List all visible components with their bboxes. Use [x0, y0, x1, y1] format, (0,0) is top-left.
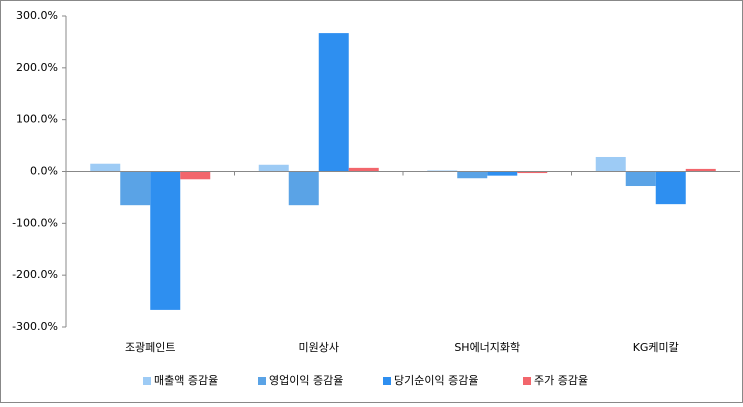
legend-label: 주가 증감율 — [534, 374, 588, 387]
bar — [517, 171, 548, 174]
legend-label: 매출액 증감율 — [154, 374, 218, 387]
y-tick-label: 300.0% — [16, 9, 58, 22]
y-tick-label: -200.0% — [12, 268, 58, 281]
y-tick-label: 100.0% — [16, 113, 58, 126]
x-tick-label: SH에너지화학 — [454, 341, 520, 354]
x-tick-label: 조광페인트 — [125, 341, 176, 354]
bar — [427, 170, 458, 172]
y-tick-label: 200.0% — [16, 61, 58, 74]
bar — [258, 164, 289, 172]
legend-swatch — [523, 377, 531, 385]
bar — [625, 171, 656, 187]
y-tick-label: -100.0% — [12, 216, 58, 229]
bar — [348, 167, 379, 172]
bar — [288, 171, 319, 206]
legend-swatch — [258, 377, 266, 385]
y-tick-label: -300.0% — [12, 320, 58, 333]
legend-label: 영업이익 증감율 — [269, 374, 343, 387]
x-tick-label: KG케미칼 — [633, 341, 679, 354]
bar — [487, 171, 518, 176]
bar — [180, 171, 211, 180]
bar — [318, 33, 349, 172]
bar — [595, 156, 626, 172]
bar — [457, 171, 488, 179]
bar — [90, 163, 121, 172]
legend-label: 당기순이익 증감율 — [394, 374, 478, 387]
y-tick-label: 0.0% — [30, 165, 58, 178]
bar — [685, 168, 716, 172]
x-tick-label: 미원상사 — [299, 341, 339, 354]
bar — [655, 171, 686, 205]
legend-swatch — [143, 377, 151, 385]
bar — [120, 171, 151, 206]
legend-swatch — [383, 377, 391, 385]
bar — [150, 171, 181, 310]
